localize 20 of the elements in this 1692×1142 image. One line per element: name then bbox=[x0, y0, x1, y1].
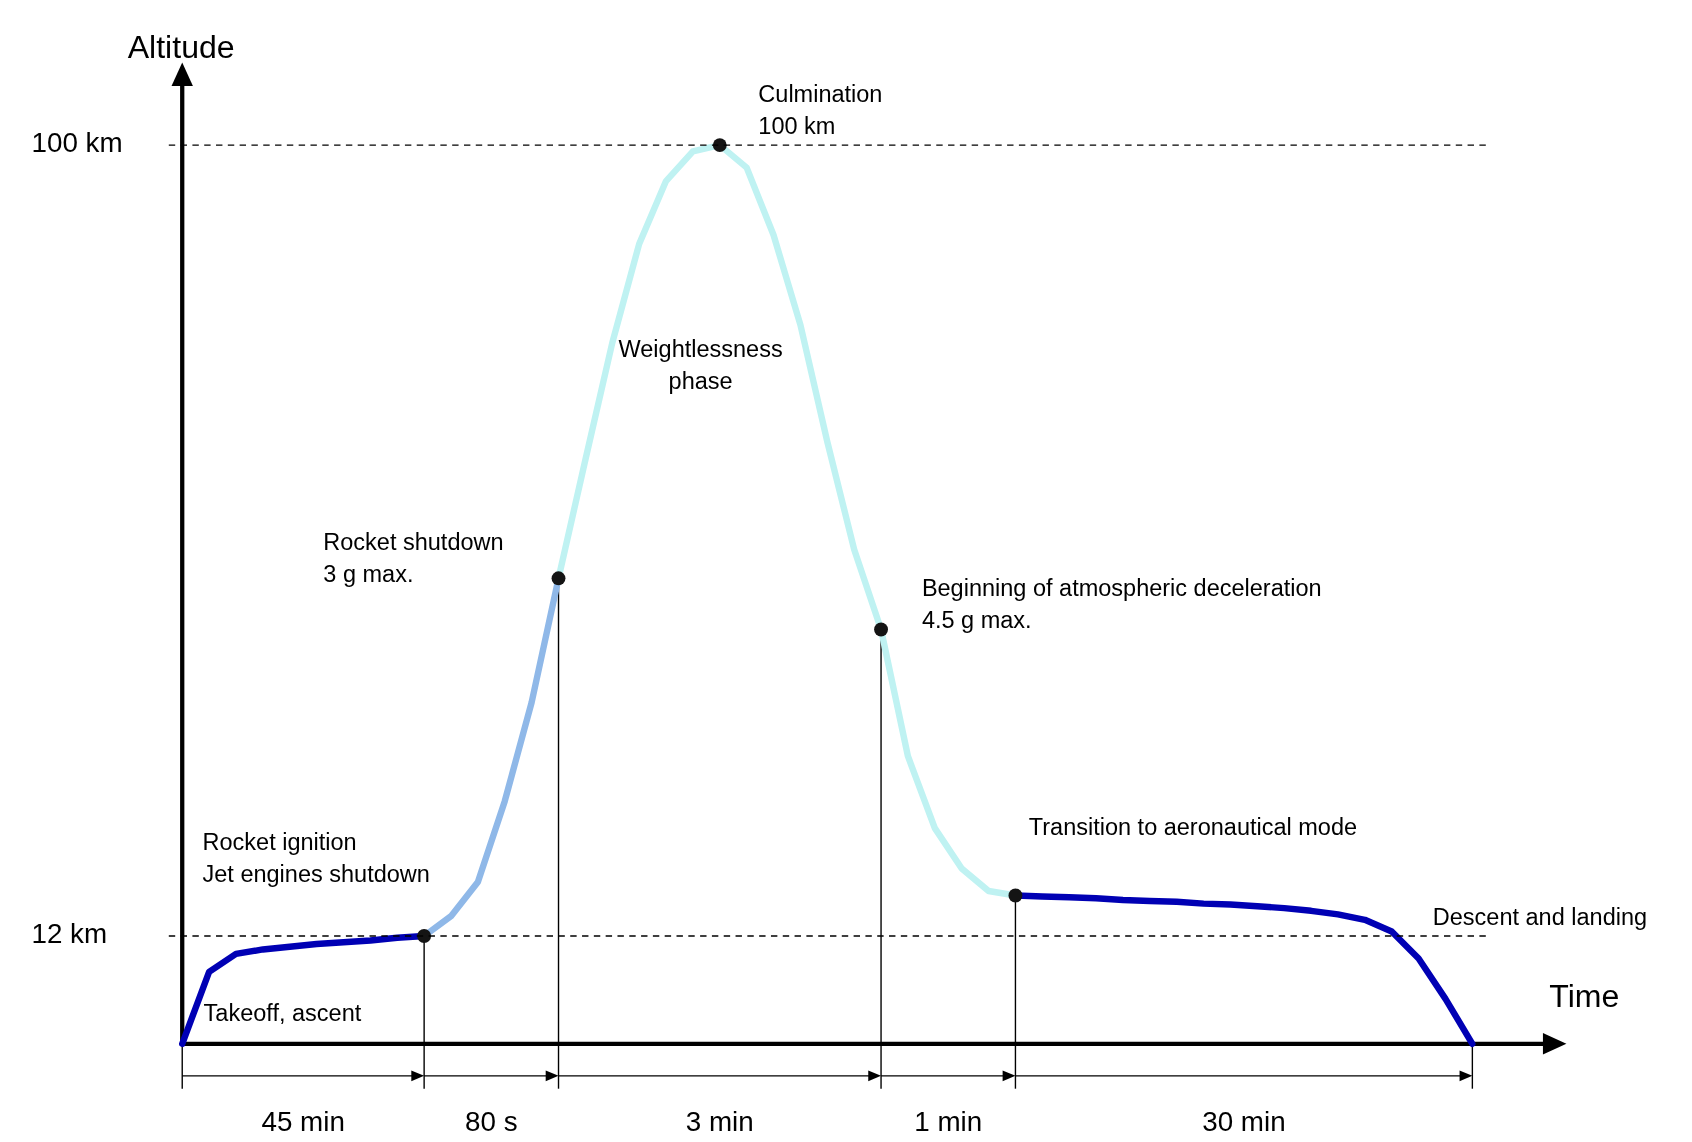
text: Time bbox=[1549, 978, 1620, 1015]
annotation: Transition to aeronautical mode bbox=[1028, 814, 1358, 841]
annotation: Culmination 100 km bbox=[758, 81, 883, 140]
annotation: Weightlessness phase bbox=[618, 335, 783, 394]
point bbox=[551, 571, 566, 586]
text: 30 min bbox=[1202, 1106, 1286, 1138]
text: 80 s bbox=[465, 1106, 518, 1138]
y-tick-label: 100 km bbox=[31, 127, 123, 159]
annotation: Takeoff, ascent bbox=[203, 1000, 362, 1027]
annotation: Descent and landing bbox=[1432, 904, 1648, 931]
text: 1 min bbox=[914, 1106, 983, 1138]
annotation: Rocket shutdown 3 g max. bbox=[323, 528, 504, 588]
point bbox=[1008, 888, 1023, 903]
y-tick-label: 12 km bbox=[31, 918, 108, 950]
annotation: Rocket ignition Jet engines shutdown bbox=[202, 829, 430, 888]
annotation: Beginning of atmospheric deceleration 4.5 g max. bbox=[921, 574, 1322, 634]
text: 45 min bbox=[261, 1106, 345, 1138]
y-axis-title: Altitude bbox=[127, 29, 235, 66]
point bbox=[874, 622, 888, 637]
text: 3 min bbox=[685, 1106, 754, 1138]
